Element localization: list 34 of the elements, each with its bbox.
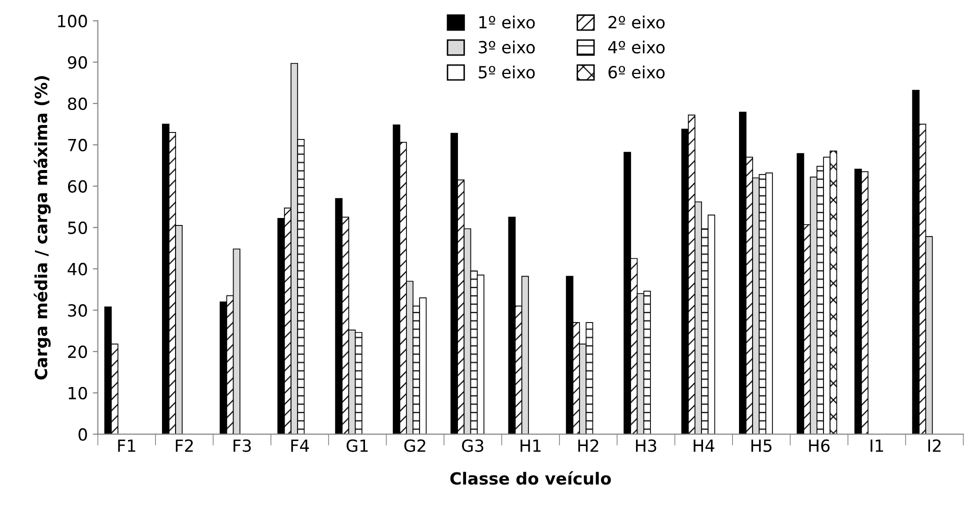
- y-tick-label: 40: [68, 262, 87, 276]
- y-tick-label: 50: [68, 221, 87, 234]
- x-axis-title: Classe do veículo: [450, 471, 611, 485]
- x-tick-label: F1: [118, 440, 136, 452]
- y-tick-label: 30: [68, 304, 87, 317]
- legend-label: 2º eixo: [608, 16, 665, 29]
- y-tick-label: 80: [68, 97, 87, 110]
- x-tick-label: I1: [870, 440, 883, 452]
- x-tick-label: H6: [809, 439, 830, 452]
- x-tick-label: G3: [462, 439, 484, 452]
- y-tick-label: 100: [58, 14, 87, 28]
- legend-label: 6º eixo: [608, 66, 665, 78]
- x-tick-label: H1: [520, 440, 541, 452]
- legend-label: 3º eixo: [478, 40, 535, 54]
- y-tick-label: 90: [68, 56, 87, 69]
- y-tick-label: 10: [68, 386, 87, 400]
- x-tick-label: F4: [291, 440, 309, 452]
- x-tick-label: F2: [176, 439, 193, 452]
- x-tick-label: I2: [928, 439, 941, 452]
- y-tick-label: 70: [68, 138, 87, 152]
- y-tick-label: 20: [68, 345, 87, 358]
- x-tick-label: G2: [404, 439, 426, 452]
- legend-label: 5º eixo: [478, 66, 535, 78]
- legend-label: 4º eixo: [608, 40, 665, 54]
- y-axis-title: Carga média / carga máxima (%): [34, 76, 51, 380]
- x-tick-label: H5: [751, 440, 772, 452]
- x-tick-label: H2: [578, 439, 598, 452]
- x-tick-label: H3: [636, 439, 656, 452]
- x-tick-label: F3: [234, 439, 251, 452]
- x-tick-label: H4: [694, 440, 714, 452]
- legend-label: 1º eixo: [479, 16, 535, 29]
- x-tick-label: G1: [346, 439, 368, 452]
- y-tick-label: 60: [68, 180, 87, 193]
- y-tick-label: 0: [78, 428, 87, 441]
